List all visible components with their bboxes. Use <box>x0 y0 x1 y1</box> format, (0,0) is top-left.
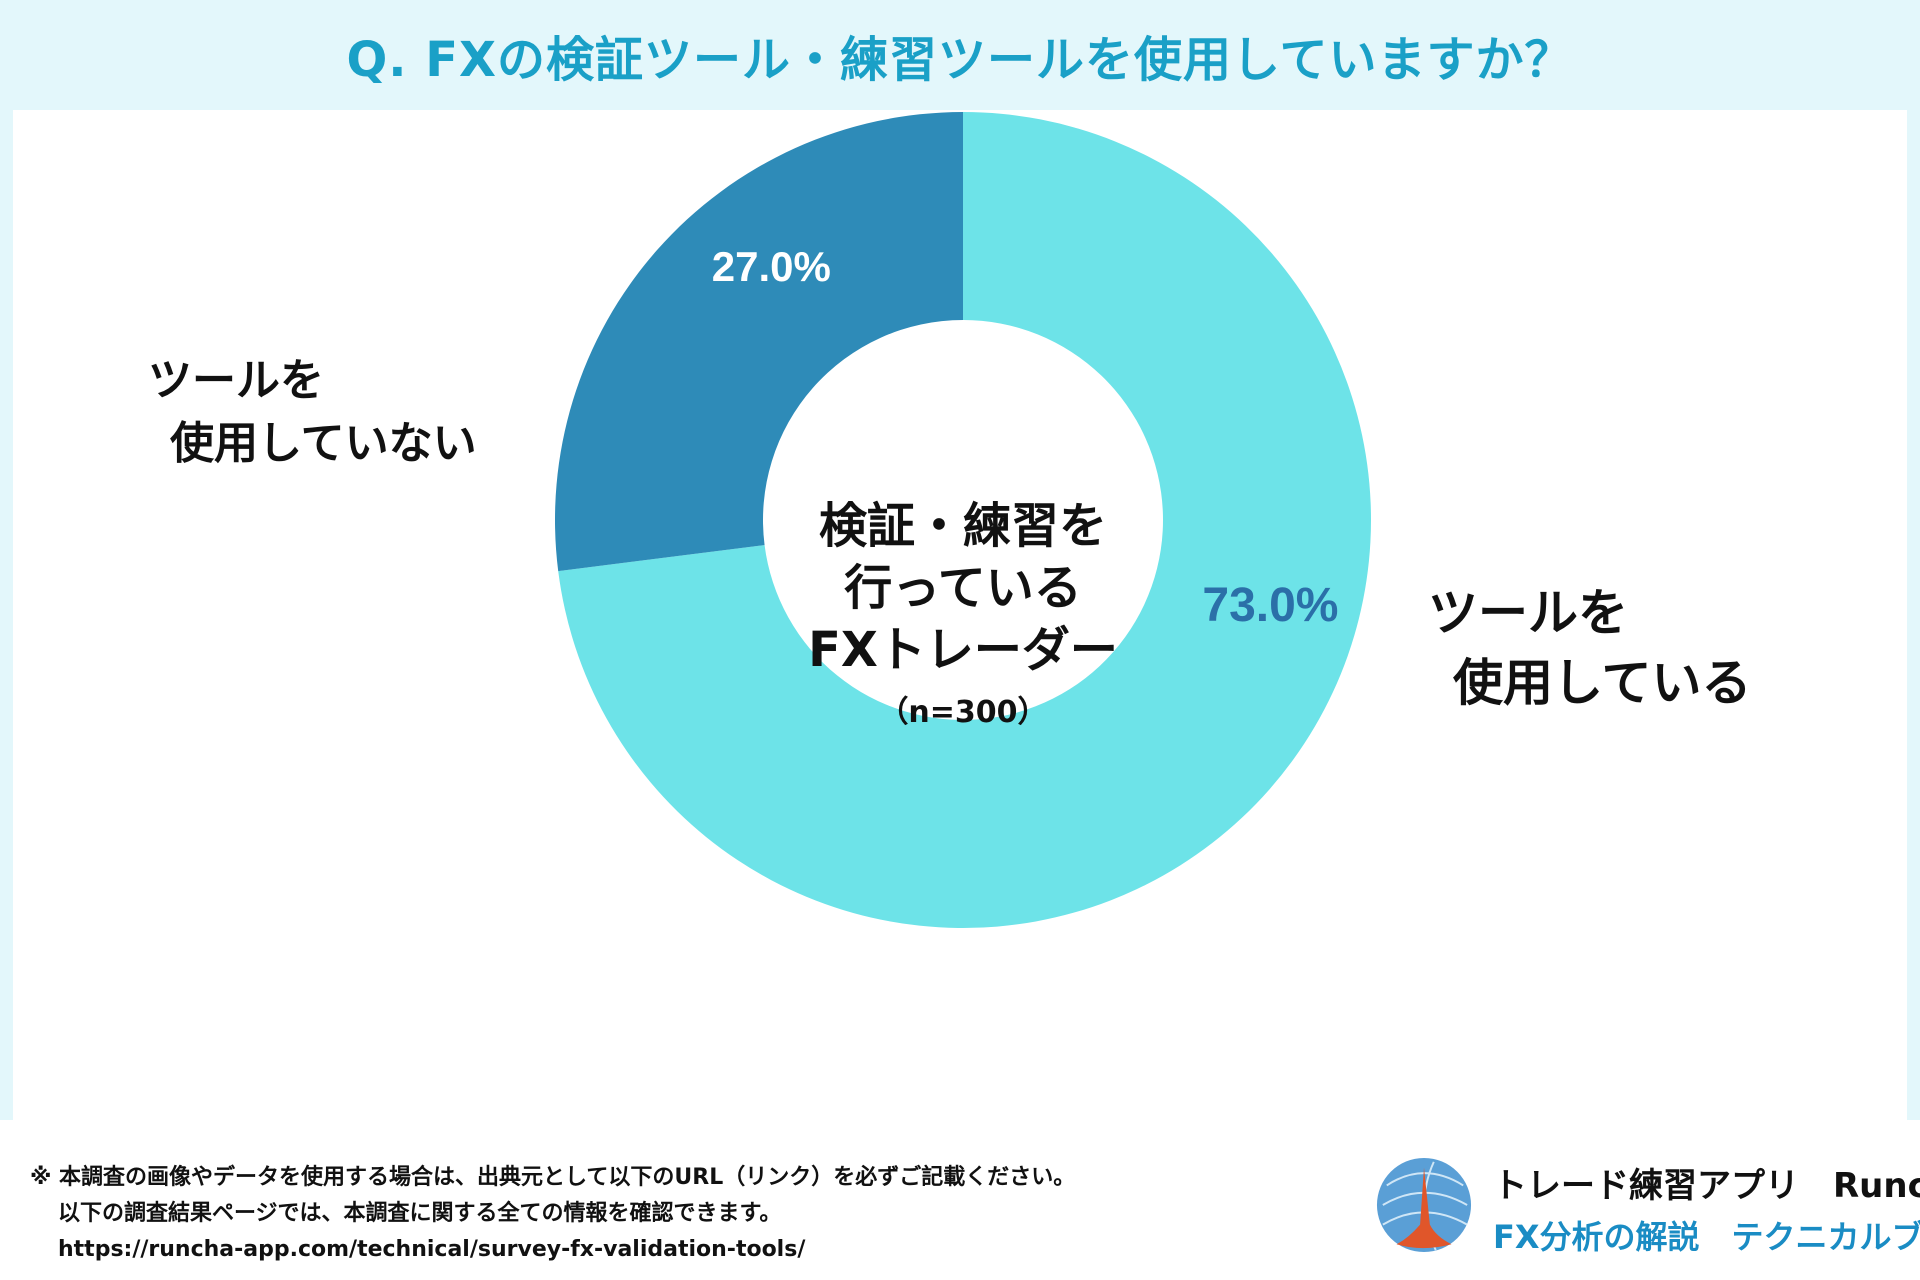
category-label-not-used-line1: ツールを <box>148 355 324 406</box>
category-label-used-line2: 使用している <box>1453 654 1752 712</box>
brand-block: トレード練習アプリ Runcha FX分析の解説 テクニカルブック <box>1375 1148 1920 1258</box>
category-label-used-line1: ツールを <box>1428 584 1628 642</box>
chart-panel: 73.0% 27.0% ツールを 使用していない ツールを 使用している 検証・… <box>13 110 1907 1120</box>
source-url-link[interactable]: https://runcha-app.com/technical/survey-… <box>58 1237 806 1262</box>
sample-size-label: （n=300） <box>878 695 1047 730</box>
usage-note: ※ 本調査の画像やデータを使用する場合は、出典元として以下のURL（リンク）を必… <box>30 1160 1290 1268</box>
page-title: Q. FXの検証ツール・練習ツールを使用していますか？ <box>346 32 1574 88</box>
category-label-not-used-line2: 使用していない <box>170 418 477 469</box>
donut-slice-used <box>558 112 1371 928</box>
runcha-logo-icon <box>1376 1157 1472 1253</box>
chart-slices <box>555 112 1371 928</box>
slice-value-label-not-used: 27.0% <box>712 243 831 290</box>
usage-note-line2: 以下の調査結果ページでは、本調査に関する全ての情報を確認できます。 <box>58 1201 782 1226</box>
slice-value-label-used: 73.0% <box>1202 579 1338 632</box>
header: Q. FXの検証ツール・練習ツールを使用していますか？ <box>0 0 1920 110</box>
donut-chart: 73.0% 27.0% ツールを 使用していない ツールを 使用している 検証・… <box>148 112 1752 928</box>
footer: ※ 本調査の画像やデータを使用する場合は、出典元として以下のURL（リンク）を必… <box>0 1120 1920 1280</box>
brand-subtitle: FX分析の解説 テクニカルブック <box>1493 1218 1920 1256</box>
brand-name: トレード練習アプリ Runcha <box>1493 1166 1920 1206</box>
donut-slice-not-used <box>555 112 963 572</box>
center-label-line1: 検証・練習を <box>819 498 1107 554</box>
center-label-line2: 行っている <box>844 560 1082 616</box>
usage-note-line1: ※ 本調査の画像やデータを使用する場合は、出典元として以下のURL（リンク）を必… <box>30 1165 1076 1190</box>
center-label-line3: FXトレーダー <box>808 622 1118 678</box>
